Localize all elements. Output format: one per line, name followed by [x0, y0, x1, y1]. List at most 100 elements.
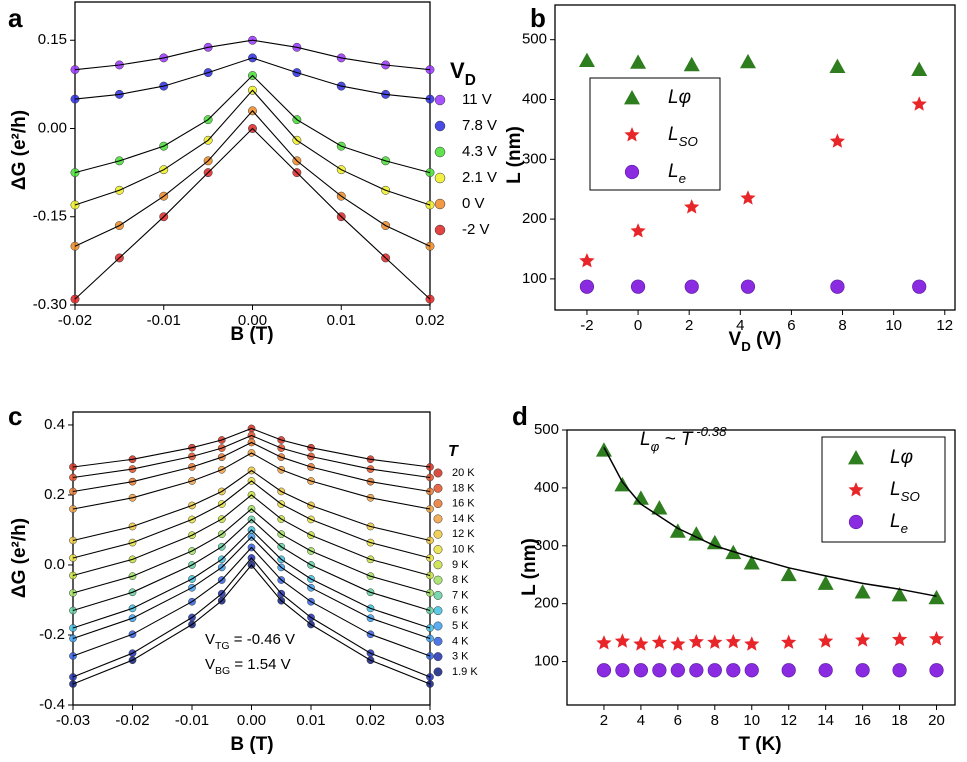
- legend-label: Lφ: [890, 447, 913, 468]
- marker-sphere: [689, 663, 704, 678]
- legend-label: 12 K: [452, 528, 475, 540]
- legend-label-part: -2 V: [462, 221, 490, 238]
- legend-title-part: T: [448, 443, 459, 460]
- fit-line: [74, 57, 431, 100]
- annotation-part: ~ T: [659, 429, 694, 450]
- legend-marker: [433, 636, 443, 646]
- annotation-part: V: [205, 656, 215, 673]
- marker-star: [725, 633, 741, 649]
- fit-line: [74, 74, 431, 174]
- annotation-part: V: [205, 631, 215, 648]
- legend-label: 14 K: [452, 513, 475, 525]
- marker-sphere: [579, 279, 595, 294]
- marker-star: [688, 633, 704, 649]
- marker-sphere: [830, 279, 845, 294]
- legend-label-part: 7 K: [452, 589, 469, 601]
- x-axis-label: VD (V): [729, 329, 782, 354]
- fit-line: [72, 557, 431, 678]
- marker-triangle: [928, 589, 945, 605]
- legend-box: [821, 436, 946, 543]
- legend-label: 10 K: [452, 543, 475, 555]
- fit-line: [74, 89, 431, 206]
- fit-line: [72, 518, 431, 612]
- marker-star: [633, 636, 649, 651]
- legend-label: 8 K: [452, 574, 469, 586]
- marker-star: [744, 636, 760, 651]
- panel-label: a: [8, 3, 23, 33]
- legend-marker: [434, 198, 446, 210]
- x-tick-label: 0: [634, 317, 642, 334]
- legend-label: 18 K: [452, 482, 475, 494]
- y-tick-label: 300: [534, 537, 559, 554]
- legend-marker: [433, 590, 443, 600]
- legend-box: [589, 77, 721, 191]
- marker-circle: [70, 168, 80, 178]
- x-tick-label: 16: [854, 712, 871, 729]
- marker-sphere: [892, 663, 907, 678]
- panel-label: d: [512, 401, 528, 431]
- annotation: VBG = 1.54 V: [205, 656, 291, 677]
- y-tick-label: -0.2: [39, 626, 65, 643]
- legend-marker: [624, 127, 640, 142]
- y-tick-label: 200: [534, 595, 559, 612]
- legend-marker: [434, 224, 446, 236]
- x-tick-label: -2: [580, 317, 593, 334]
- y-tick-label: 0.15: [38, 31, 67, 48]
- fit-line: [72, 536, 431, 640]
- x-tick-label: 8: [838, 317, 846, 334]
- legend-marker: [433, 545, 443, 554]
- x-tick-label: 20: [928, 712, 945, 729]
- legend-title-part: V: [450, 58, 465, 83]
- legend-label-part: SO: [679, 134, 698, 149]
- marker-triangle: [911, 61, 928, 76]
- legend-label: 4 K: [452, 635, 469, 647]
- annotation: VTG = -0.46 V: [205, 631, 295, 652]
- marker-triangle: [688, 526, 705, 541]
- legend-label: Le: [890, 511, 908, 536]
- x-tick-label: 0.00: [237, 712, 266, 729]
- x-tick-label: 0.02: [356, 712, 385, 729]
- legend-label-part: 10 K: [452, 543, 475, 555]
- legend-marker: [624, 164, 640, 180]
- annotation-part: -0.38: [693, 424, 728, 439]
- marker-star: [829, 133, 845, 148]
- x-tick-label: 2: [685, 317, 693, 334]
- marker-sphere: [929, 663, 944, 678]
- legend-label: 5 K: [452, 620, 469, 632]
- fit-line: [72, 508, 431, 594]
- marker-sphere: [652, 663, 667, 678]
- legend-label-part: 6 K: [452, 605, 469, 617]
- marker-triangle: [630, 54, 647, 69]
- plot-frame: [74, 1, 431, 306]
- legend-label-part: 5 K: [452, 620, 469, 632]
- legend-label-part: 0 V: [462, 195, 485, 212]
- x-tick-label: -0.01: [147, 312, 181, 329]
- y-axis-label: ΔG (e²/h): [9, 518, 30, 598]
- legend-marker: [433, 606, 443, 616]
- marker-triangle: [632, 490, 649, 505]
- x-tick-label: -0.02: [115, 712, 149, 729]
- x-axis-label-part: V: [729, 329, 742, 350]
- marker-triangle: [651, 500, 668, 515]
- marker-sphere: [707, 663, 722, 678]
- y-tick-label: 500: [534, 421, 559, 438]
- marker-sphere: [684, 279, 699, 294]
- legend-label: 9 K: [452, 559, 469, 571]
- marker-triangle: [780, 566, 797, 582]
- legend-label: 3 K: [452, 651, 469, 663]
- legend-marker: [434, 120, 446, 132]
- y-tick-label: 200: [522, 210, 547, 227]
- x-axis-label-part: (V): [751, 329, 782, 350]
- marker-sphere: [855, 663, 870, 678]
- marker-triangle: [891, 587, 908, 602]
- x-tick-label: 0.03: [415, 712, 444, 729]
- marker-sphere: [912, 279, 927, 294]
- legend-marker: [433, 514, 443, 524]
- x-tick-label: 6: [674, 712, 682, 729]
- marker-triangle: [829, 58, 846, 73]
- marker-sphere: [630, 279, 646, 294]
- x-tick-label: 4: [637, 712, 645, 729]
- legend-label-part: 16 K: [452, 498, 475, 510]
- legend-label-part: 14 K: [452, 513, 475, 525]
